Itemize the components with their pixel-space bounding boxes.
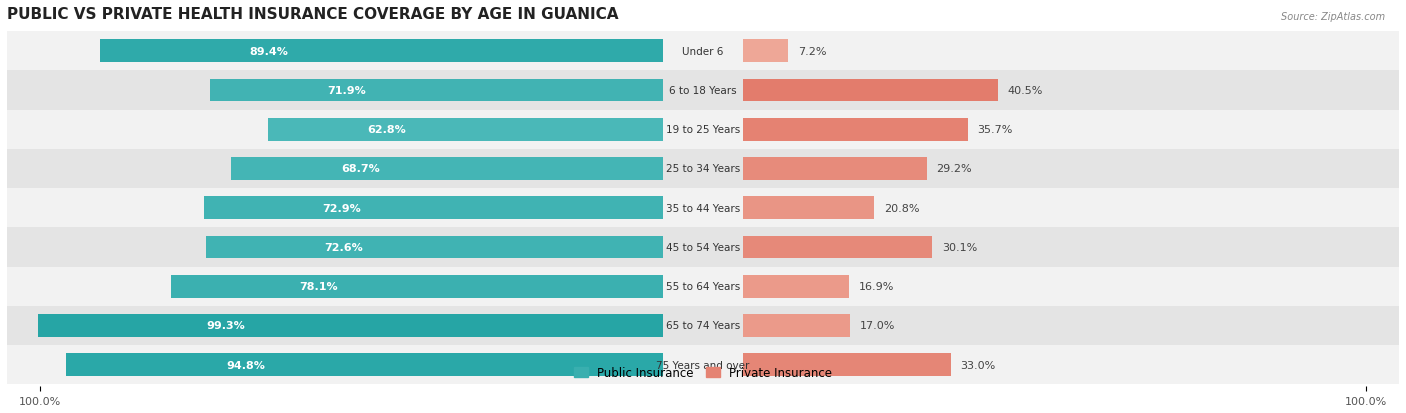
Bar bbox=[742, 79, 998, 102]
Text: 78.1%: 78.1% bbox=[299, 282, 339, 292]
Bar bbox=[38, 314, 664, 337]
Text: 30.1%: 30.1% bbox=[942, 242, 977, 252]
Bar bbox=[742, 314, 849, 337]
Bar bbox=[7, 267, 1399, 306]
Bar bbox=[211, 79, 664, 102]
Bar bbox=[742, 354, 950, 376]
Bar bbox=[7, 228, 1399, 267]
Text: 55 to 64 Years: 55 to 64 Years bbox=[666, 282, 740, 292]
Text: 72.9%: 72.9% bbox=[322, 203, 361, 213]
Text: 7.2%: 7.2% bbox=[799, 47, 827, 57]
Text: 29.2%: 29.2% bbox=[936, 164, 972, 174]
Bar bbox=[742, 158, 927, 180]
Bar bbox=[7, 71, 1399, 110]
Text: 99.3%: 99.3% bbox=[207, 321, 245, 331]
Bar bbox=[7, 306, 1399, 345]
Text: PUBLIC VS PRIVATE HEALTH INSURANCE COVERAGE BY AGE IN GUANICA: PUBLIC VS PRIVATE HEALTH INSURANCE COVER… bbox=[7, 7, 619, 22]
Text: 62.8%: 62.8% bbox=[367, 125, 406, 135]
Bar bbox=[100, 40, 664, 63]
Bar bbox=[204, 197, 664, 220]
Bar bbox=[742, 40, 789, 63]
Text: 68.7%: 68.7% bbox=[342, 164, 380, 174]
Text: 45 to 54 Years: 45 to 54 Years bbox=[666, 242, 740, 252]
Bar bbox=[207, 236, 664, 259]
Text: 75 Years and over: 75 Years and over bbox=[657, 360, 749, 370]
Text: 40.5%: 40.5% bbox=[1008, 86, 1043, 96]
Text: Under 6: Under 6 bbox=[682, 47, 724, 57]
Bar bbox=[7, 110, 1399, 150]
Legend: Public Insurance, Private Insurance: Public Insurance, Private Insurance bbox=[569, 362, 837, 384]
Bar bbox=[742, 197, 873, 220]
Text: 20.8%: 20.8% bbox=[884, 203, 920, 213]
Text: 94.8%: 94.8% bbox=[226, 360, 264, 370]
Text: 72.6%: 72.6% bbox=[323, 242, 363, 252]
Text: 89.4%: 89.4% bbox=[250, 47, 288, 57]
Text: 16.9%: 16.9% bbox=[859, 282, 894, 292]
Bar bbox=[7, 32, 1399, 71]
Text: 33.0%: 33.0% bbox=[960, 360, 995, 370]
Bar bbox=[66, 354, 664, 376]
Bar bbox=[742, 236, 932, 259]
Bar bbox=[7, 150, 1399, 189]
Text: 25 to 34 Years: 25 to 34 Years bbox=[666, 164, 740, 174]
Bar bbox=[231, 158, 664, 180]
Bar bbox=[7, 345, 1399, 385]
Text: 17.0%: 17.0% bbox=[860, 321, 896, 331]
Text: 35 to 44 Years: 35 to 44 Years bbox=[666, 203, 740, 213]
Text: 6 to 18 Years: 6 to 18 Years bbox=[669, 86, 737, 96]
Text: 65 to 74 Years: 65 to 74 Years bbox=[666, 321, 740, 331]
Text: 35.7%: 35.7% bbox=[977, 125, 1012, 135]
Text: 19 to 25 Years: 19 to 25 Years bbox=[666, 125, 740, 135]
Bar bbox=[742, 119, 967, 141]
Bar bbox=[172, 275, 664, 298]
Bar bbox=[267, 119, 664, 141]
Text: Source: ZipAtlas.com: Source: ZipAtlas.com bbox=[1281, 12, 1385, 22]
Bar bbox=[7, 189, 1399, 228]
Bar bbox=[742, 275, 849, 298]
Text: 71.9%: 71.9% bbox=[326, 86, 366, 96]
